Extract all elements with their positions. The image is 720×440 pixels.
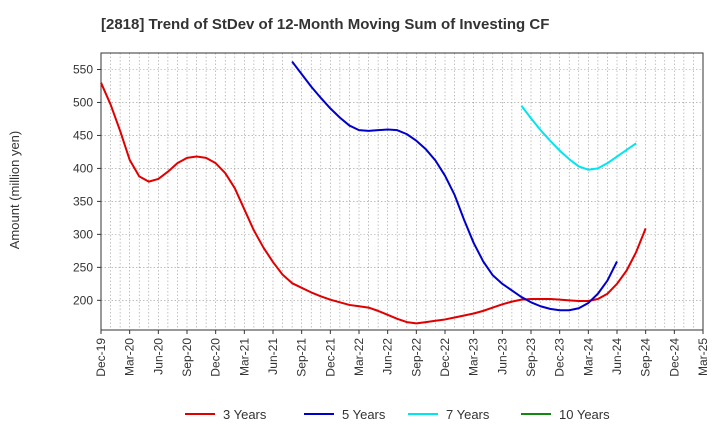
x-tick-label: Mar-22: [352, 338, 366, 376]
x-tick-label: Jun-21: [266, 338, 280, 375]
y-tick-label: 350: [73, 194, 93, 208]
y-axis: 200 250 300 350 400 450 500 550: [73, 62, 101, 307]
series-line-3-years: [100, 82, 647, 325]
y-tick-label: 500: [73, 95, 93, 109]
plot-area: [100, 52, 704, 331]
legend-label-3-years: 3 Years: [223, 407, 267, 422]
grid-lines: [101, 53, 703, 330]
chart-title: [2818] Trend of StDev of 12-Month Moving…: [101, 16, 549, 33]
legend-label-5-years: 5 Years: [342, 407, 386, 422]
series-line-7-years: [520, 105, 637, 171]
x-tick-label: Mar-21: [237, 338, 251, 376]
x-tick-label: Mar-24: [581, 338, 595, 376]
x-tick-label: Jun-24: [610, 338, 624, 375]
legend-label-10-years: 10 Years: [559, 407, 610, 422]
y-tick-label: 300: [73, 227, 93, 241]
x-tick-label: Dec-19: [94, 338, 108, 377]
y-tick-label: 550: [73, 62, 93, 76]
legend-label-7-years: 7 Years: [446, 407, 490, 422]
x-tick-label: Sep-22: [409, 338, 423, 377]
x-axis: Dec-19 Mar-20 Jun-20 Sep-20 Dec-20 Mar-21 Jun-…: [94, 330, 710, 377]
x-tick-label: Mar-25: [696, 338, 710, 376]
x-tick-label: Jun-20: [151, 338, 165, 375]
x-tick-label: Dec-20: [209, 338, 223, 377]
x-tick-label: Dec-23: [553, 338, 567, 377]
x-tick-label: Jun-22: [381, 338, 395, 375]
series-lines: [100, 60, 647, 325]
y-tick-label: 400: [73, 161, 93, 175]
x-tick-label: Dec-21: [323, 338, 337, 377]
legend: 3 Years 5 Years 7 Years 10 Years: [185, 407, 610, 422]
x-tick-label: Jun-23: [495, 338, 509, 375]
y-tick-label: 200: [73, 293, 93, 307]
series-line-5-years: [291, 60, 618, 312]
y-axis-label: Amount (million yen): [7, 131, 22, 250]
x-tick-label: Sep-24: [639, 338, 653, 377]
x-tick-label: Sep-21: [295, 338, 309, 377]
x-tick-label: Mar-23: [467, 338, 481, 376]
x-tick-label: Mar-20: [123, 338, 137, 376]
x-tick-label: Sep-23: [524, 338, 538, 377]
y-tick-label: 450: [73, 128, 93, 142]
x-tick-label: Sep-20: [180, 338, 194, 377]
x-tick-label: Dec-24: [667, 338, 681, 377]
x-tick-label: Dec-22: [438, 338, 452, 377]
y-tick-label: 250: [73, 260, 93, 274]
